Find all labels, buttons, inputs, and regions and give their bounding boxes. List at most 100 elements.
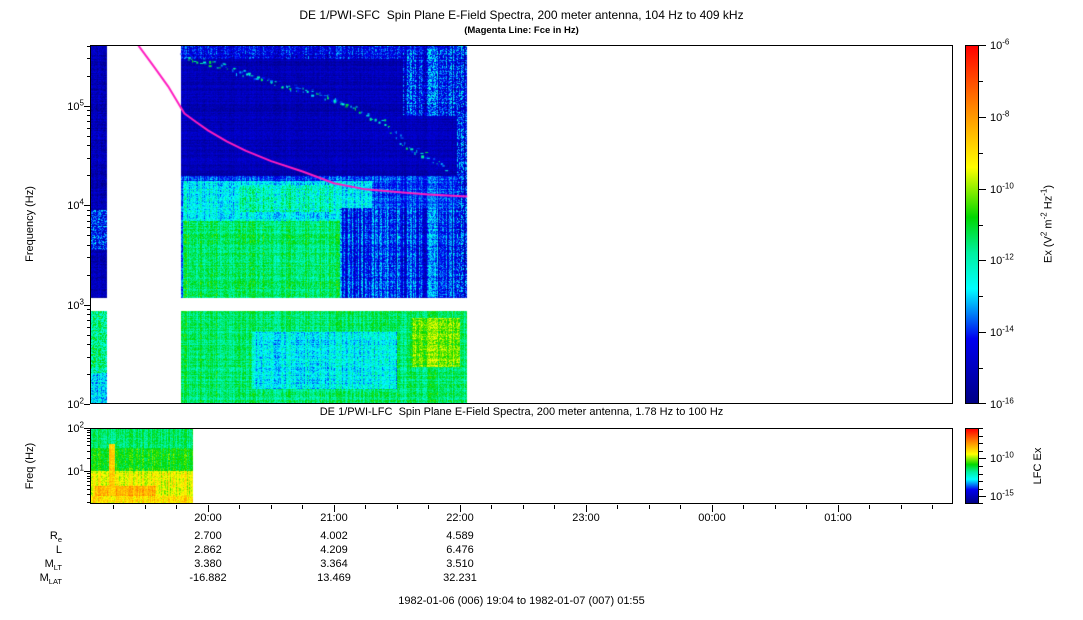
lfc-y-minor-tick: [87, 494, 90, 495]
sfc-y-major-tick: [84, 106, 90, 107]
annotation-value: -16.882: [189, 572, 227, 584]
annotation-value: 32.231: [443, 572, 477, 584]
time-minor-tick: [302, 505, 303, 509]
sfc-title: DE 1/PWI-SFC Spin Plane E-Field Spectra,…: [299, 8, 744, 22]
sfc-y-minor-tick: [87, 110, 90, 111]
sfc-y-minor-tick: [87, 221, 90, 222]
lfc-cbar-tick-label: 10-15: [990, 488, 1014, 503]
lfc-y-minor-tick: [87, 430, 90, 431]
sfc-cbar-tick-label: 10-14: [990, 324, 1014, 339]
lfc-cbar-minor-tick: [979, 443, 983, 444]
annotation-value: 4.589: [446, 530, 474, 542]
sfc-cbar-major-tick: [979, 403, 986, 404]
sfc-cbar-minor-tick: [979, 81, 983, 82]
sfc-y-tick-label: 105: [67, 98, 84, 113]
sfc-cbar-major-tick: [979, 117, 986, 118]
sfc-y-minor-tick: [87, 76, 90, 77]
time-minor-tick: [428, 505, 429, 509]
annotation-row-label: MLAT: [39, 572, 62, 587]
annotation-value: 6.476: [446, 544, 474, 556]
sfc-y-minor-tick: [87, 227, 90, 228]
sfc-y-minor-tick: [87, 58, 90, 59]
sfc-y-minor-tick: [87, 145, 90, 146]
lfc-colorbar-axis-label: LFC Ex: [1032, 447, 1044, 485]
time-minor-tick: [176, 505, 177, 509]
sfc-colorbar-axis-label: Ex (V2 m-2 Hz-1): [1039, 184, 1055, 264]
lfc-y-minor-tick: [87, 435, 90, 436]
lfc-y-minor-tick: [87, 458, 90, 459]
sfc-y-minor-tick: [87, 245, 90, 246]
sfc-cbar-minor-tick: [979, 225, 983, 226]
sfc-y-tick-label: 102: [67, 396, 84, 411]
sfc-y-minor-tick: [87, 158, 90, 159]
lfc-y-major-tick: [84, 428, 90, 429]
lfc-spectrogram-canvas: [91, 429, 952, 503]
time-minor-tick: [145, 505, 146, 509]
sfc-y-minor-tick: [87, 320, 90, 321]
lfc-cbar-tick-label: 10-10: [990, 450, 1014, 465]
sfc-cbar-major-tick: [979, 332, 986, 333]
time-major-tick: [712, 505, 713, 512]
sfc-subtitle: (Magenta Line: Fce in Hz): [464, 25, 579, 36]
footer-timerange: 1982-01-06 (006) 19:04 to 1982-01-07 (00…: [398, 595, 645, 607]
lfc-title: DE 1/PWI-LFC Spin Plane E-Field Spectra,…: [319, 406, 724, 418]
sfc-cbar-tick-label: 10-10: [990, 181, 1014, 196]
lfc-cbar-minor-tick: [979, 451, 983, 452]
annotation-value: 4.002: [320, 530, 348, 542]
lfc-y-minor-tick: [87, 432, 90, 433]
sfc-y-minor-tick: [87, 215, 90, 216]
annotation-row-label: MLT: [44, 558, 62, 573]
time-minor-tick: [239, 505, 240, 509]
time-minor-tick: [365, 505, 366, 509]
sfc-y-major-tick: [84, 205, 90, 206]
lfc-y-minor-tick: [87, 478, 90, 479]
sfc-y-minor-tick: [87, 275, 90, 276]
time-minor-tick: [743, 505, 744, 509]
sfc-y-minor-tick: [87, 121, 90, 122]
sfc-y-minor-tick: [87, 46, 90, 47]
annotation-value: 3.380: [194, 558, 222, 570]
sfc-y-minor-tick: [87, 335, 90, 336]
sfc-y-major-tick: [84, 305, 90, 306]
sfc-cbar-tick-label: 10-12: [990, 252, 1014, 267]
lfc-y-minor-tick: [87, 441, 90, 442]
time-minor-tick: [806, 505, 807, 509]
sfc-y-minor-tick: [87, 210, 90, 211]
sfc-y-minor-tick: [87, 374, 90, 375]
lfc-y-minor-tick: [87, 489, 90, 490]
annotation-value: 3.510: [446, 558, 474, 570]
sfc-cbar-major-tick: [979, 45, 986, 46]
sfc-colorbar: [965, 45, 979, 404]
annotation-value: 3.364: [320, 558, 348, 570]
lfc-y-minor-tick: [87, 473, 90, 474]
time-tick-label: 01:00: [824, 512, 852, 524]
lfc-y-minor-tick: [87, 476, 90, 477]
time-minor-tick: [617, 505, 618, 509]
sfc-y-minor-tick: [87, 357, 90, 358]
sfc-y-minor-tick: [87, 128, 90, 129]
sfc-spectrogram-canvas: [91, 46, 952, 403]
sfc-y-minor-tick: [87, 136, 90, 137]
annotation-value: 4.209: [320, 544, 348, 556]
lfc-y-minor-tick: [87, 445, 90, 446]
lfc-cbar-minor-tick: [979, 481, 983, 482]
lfc-y-minor-tick: [87, 481, 90, 482]
sfc-y-minor-tick: [87, 115, 90, 116]
sfc-y-tick-label: 104: [67, 197, 84, 212]
time-minor-tick: [869, 505, 870, 509]
sfc-y-minor-tick: [87, 327, 90, 328]
sfc-y-major-tick: [84, 404, 90, 405]
time-minor-tick: [932, 505, 933, 509]
sfc-cbar-major-tick: [979, 260, 986, 261]
sfc-y-minor-tick: [87, 235, 90, 236]
annotation-value: 2.862: [194, 544, 222, 556]
lfc-cbar-minor-tick: [979, 503, 983, 504]
sfc-cbar-tick-label: 10-6: [990, 37, 1010, 52]
sfc-cbar-tick-label: 10-16: [990, 396, 1014, 411]
sfc-panel: [90, 45, 953, 404]
annotation-row-label: L: [55, 544, 62, 556]
sfc-cbar-minor-tick: [979, 296, 983, 297]
lfc-y-tick-label: 101: [67, 463, 84, 478]
lfc-cbar-major-tick: [979, 458, 986, 459]
